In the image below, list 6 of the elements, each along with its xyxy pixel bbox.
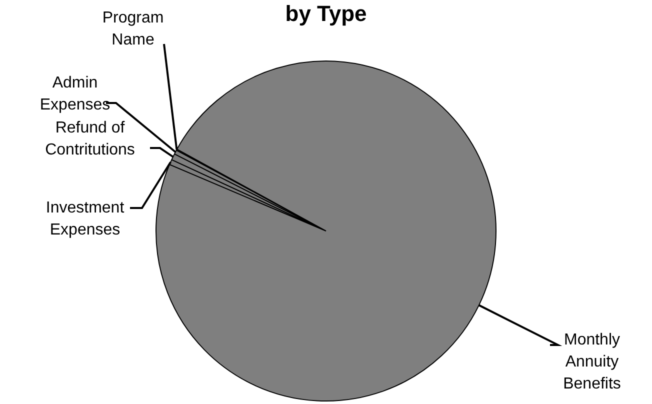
slice-label: Monthly Annuity Benefits (563, 331, 621, 392)
chart-title: by Type (285, 1, 367, 26)
slice-label: Refund of Contritutions (45, 119, 135, 158)
slice-label: Program Name (102, 9, 164, 48)
slice-label: Admin Expenses (40, 74, 110, 114)
slice-label: Investment Expenses (46, 199, 125, 238)
